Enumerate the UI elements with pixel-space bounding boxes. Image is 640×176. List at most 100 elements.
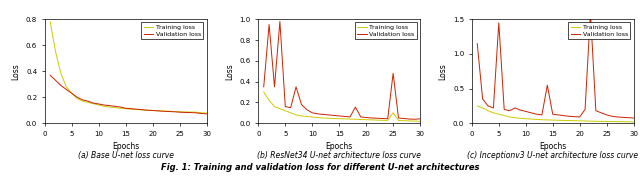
Validation loss: [143, 109, 151, 111]
Validation loss: [411, 118, 419, 120]
Training loss: [576, 120, 584, 122]
Validation loss: [303, 109, 310, 111]
Training loss: [314, 117, 321, 119]
Validation loss: [592, 110, 600, 112]
Validation loss: [63, 88, 70, 90]
Training loss: [406, 120, 413, 122]
Training loss: [52, 51, 60, 53]
Line: Training loss: Training loss: [50, 22, 207, 113]
Validation loss: [68, 92, 76, 94]
Training loss: [362, 119, 370, 121]
Validation loss: [340, 115, 348, 118]
Validation loss: [170, 111, 178, 113]
Validation loss: [52, 79, 60, 81]
Training loss: [479, 107, 486, 109]
Training loss: [500, 115, 508, 117]
Validation loss: [384, 118, 392, 120]
Legend: Training loss, Validation loss: Training loss, Validation loss: [141, 23, 204, 39]
Training loss: [395, 120, 403, 122]
Validation loss: [479, 98, 486, 100]
Validation loss: [106, 105, 113, 107]
Validation loss: [395, 117, 403, 119]
Validation loss: [576, 116, 584, 118]
Training loss: [90, 103, 97, 105]
Validation loss: [416, 118, 424, 120]
Validation loss: [484, 105, 492, 107]
Training loss: [292, 114, 300, 116]
Training loss: [597, 120, 605, 122]
Training loss: [506, 116, 513, 118]
Validation loss: [186, 112, 194, 114]
Training loss: [192, 111, 200, 113]
Training loss: [46, 21, 54, 23]
Validation loss: [389, 72, 397, 74]
Training loss: [416, 120, 424, 122]
Validation loss: [511, 107, 519, 109]
Training loss: [197, 112, 205, 114]
Training loss: [303, 115, 310, 118]
Training loss: [554, 119, 562, 121]
Y-axis label: Loss: Loss: [12, 63, 20, 80]
Validation loss: [516, 109, 524, 111]
Training loss: [271, 106, 278, 108]
Training loss: [400, 120, 408, 122]
Training loss: [330, 117, 338, 120]
Training loss: [603, 120, 611, 122]
Training loss: [154, 110, 162, 112]
Training loss: [100, 105, 108, 107]
Validation loss: [368, 117, 376, 119]
Validation loss: [351, 106, 359, 108]
Validation loss: [100, 104, 108, 106]
Training loss: [132, 109, 140, 111]
Training loss: [543, 119, 551, 121]
Validation loss: [330, 114, 338, 117]
Validation loss: [276, 20, 284, 23]
Training loss: [587, 120, 595, 122]
Line: Validation loss: Validation loss: [477, 12, 634, 118]
Validation loss: [630, 117, 637, 119]
Validation loss: [122, 107, 129, 109]
Validation loss: [282, 106, 289, 108]
Training loss: [319, 117, 327, 119]
Training loss: [276, 108, 284, 110]
Training loss: [559, 119, 567, 121]
Training loss: [608, 121, 616, 123]
Training loss: [630, 121, 637, 123]
Validation loss: [506, 110, 513, 112]
Training loss: [159, 110, 167, 112]
Validation loss: [378, 117, 386, 120]
Training loss: [335, 118, 343, 120]
Training loss: [565, 120, 573, 122]
Training loss: [282, 110, 289, 112]
Validation loss: [532, 113, 540, 115]
Training loss: [122, 108, 129, 110]
Validation loss: [260, 86, 268, 88]
Training loss: [298, 115, 305, 117]
Training loss: [148, 109, 156, 112]
Validation loss: [614, 116, 621, 118]
Training loss: [614, 121, 621, 123]
Training loss: [84, 101, 92, 103]
Validation loss: [500, 108, 508, 110]
Training loss: [351, 118, 359, 120]
Training loss: [474, 105, 481, 107]
Validation loss: [298, 103, 305, 106]
Training loss: [265, 99, 273, 101]
Validation loss: [176, 111, 184, 113]
Validation loss: [565, 115, 573, 117]
Training loss: [138, 109, 146, 111]
Training loss: [411, 120, 419, 122]
Training loss: [308, 116, 316, 118]
Text: Fig. 1: Training and validation loss for different U-net architectures: Fig. 1: Training and validation loss for…: [161, 164, 479, 172]
Line: Training loss: Training loss: [264, 92, 420, 121]
Training loss: [373, 119, 381, 121]
Training loss: [127, 108, 135, 110]
Line: Training loss: Training loss: [477, 106, 634, 122]
Validation loss: [111, 105, 119, 107]
Training loss: [63, 86, 70, 88]
Text: (c) Inceptionv3 U-net architecture loss curve: (c) Inceptionv3 U-net architecture loss …: [467, 151, 638, 160]
Legend: Training loss, Validation loss: Training loss, Validation loss: [568, 23, 630, 39]
Training loss: [378, 119, 386, 121]
Validation loss: [74, 96, 81, 98]
Training loss: [95, 104, 102, 106]
